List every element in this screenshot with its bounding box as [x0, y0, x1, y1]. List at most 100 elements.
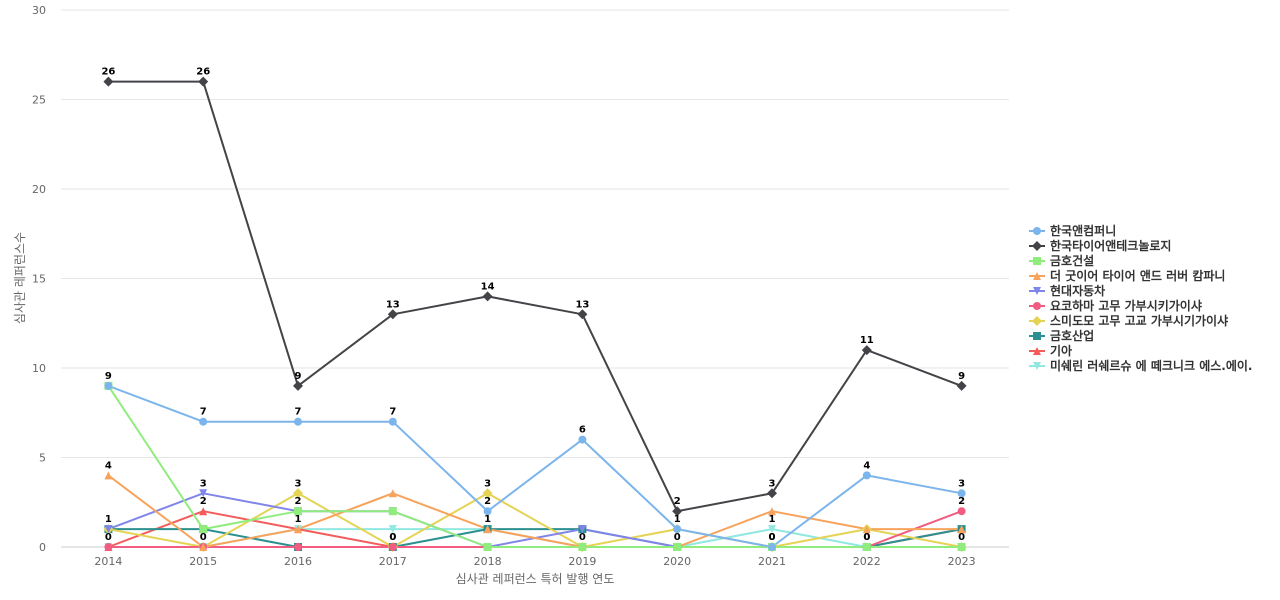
y-tick-label: 20	[32, 183, 46, 196]
data-label: 4	[105, 460, 112, 471]
data-label: 0	[958, 532, 965, 543]
data-label: 9	[105, 371, 112, 382]
data-label: 3	[769, 478, 776, 489]
data-point	[862, 525, 871, 534]
x-tick-label: 2015	[189, 555, 217, 568]
legend-item: 더 굿이어 타이어 앤드 러버 캄파니	[1029, 268, 1225, 283]
data-label: 6	[579, 425, 586, 436]
series-lines	[107, 80, 963, 548]
data-point	[294, 417, 302, 426]
data-point	[957, 543, 966, 551]
data-label: 0	[769, 532, 776, 543]
series-line-2	[107, 384, 963, 548]
data-point	[198, 76, 209, 87]
legend-label: 스미도모 고무 고교 가부시기가이샤	[1050, 313, 1228, 328]
x-tick-label: 2016	[284, 555, 312, 568]
x-tick-label: 2018	[474, 555, 502, 568]
data-point	[482, 291, 493, 302]
data-label: 3	[200, 478, 207, 489]
data-point	[483, 543, 492, 551]
data-label: 0	[389, 532, 396, 543]
data-point	[673, 543, 682, 551]
data-point	[294, 507, 302, 516]
data-point	[578, 435, 587, 444]
data-point	[294, 525, 302, 534]
data-point	[577, 309, 588, 320]
data-label: 7	[200, 407, 207, 418]
data-point	[199, 507, 208, 516]
data-label: 3	[958, 478, 965, 489]
legend-label: 한국앤컴퍼니	[1050, 223, 1116, 238]
data-label: 13	[386, 299, 400, 310]
data-point	[293, 380, 303, 391]
legend-marker	[1033, 227, 1041, 235]
data-label: 0	[200, 532, 207, 543]
x-tick-label: 2019	[568, 555, 596, 568]
data-point	[957, 525, 966, 534]
legend-label: 현대자동차	[1050, 283, 1105, 298]
series-line-0	[107, 384, 963, 548]
legend-marker	[1033, 272, 1041, 280]
legend-item: 금호건설	[1029, 253, 1094, 268]
data-point	[199, 417, 208, 426]
data-label: 7	[389, 407, 396, 418]
data-label: 13	[575, 299, 589, 310]
legend-label: 요코하마 고무 가부시키가이샤	[1050, 298, 1202, 313]
data-point	[957, 489, 966, 498]
legend-item: 기아	[1029, 343, 1072, 358]
data-label: 2	[958, 496, 965, 507]
data-point	[103, 76, 114, 87]
data-label: 26	[196, 67, 210, 78]
x-tick-label: 2022	[853, 555, 881, 568]
data-label: 1	[484, 514, 491, 525]
data-point	[388, 525, 397, 534]
data-label: 9	[295, 371, 302, 382]
data-label: 0	[105, 532, 112, 543]
data-point	[388, 507, 397, 516]
legend-item: 한국앤컴퍼니	[1029, 223, 1116, 238]
data-point	[388, 417, 397, 426]
data-point	[768, 507, 776, 516]
y-tick-label: 5	[39, 452, 46, 465]
series-markers	[103, 76, 967, 552]
data-label: 11	[860, 335, 874, 346]
data-point	[483, 507, 492, 516]
data-point	[294, 543, 302, 551]
x-tick-label: 2014	[94, 555, 122, 568]
data-point	[293, 488, 303, 499]
data-label: 1	[105, 514, 112, 525]
legend-item: 요코하마 고무 가부시키가이샤	[1029, 298, 1202, 313]
data-label: 1	[674, 514, 681, 525]
y-axis-title: 심사관 레퍼런스수	[13, 232, 27, 324]
legend-item: 한국타이어앤테크놀로지	[1029, 238, 1171, 253]
legend-marker	[1033, 347, 1041, 355]
legend-label: 미쉐린 러쉐르슈 에 떼크니크 에스.에이.	[1050, 358, 1252, 373]
data-point	[862, 471, 871, 480]
x-tick-label: 2021	[758, 555, 786, 568]
legend-marker	[1033, 287, 1041, 295]
legend-item: 현대자동차	[1029, 283, 1105, 298]
data-label: 0	[863, 532, 870, 543]
data-label: 4	[863, 460, 870, 471]
data-label: 2	[200, 496, 207, 507]
data-point	[767, 488, 777, 499]
series-line-1	[107, 80, 963, 513]
data-label: 0	[389, 532, 396, 543]
data-point	[673, 525, 682, 534]
data-point	[578, 543, 587, 551]
data-point	[104, 543, 113, 551]
y-tick-label: 10	[32, 362, 46, 375]
data-point	[768, 525, 776, 534]
data-point	[388, 489, 397, 498]
legend-item: 금호산업	[1029, 328, 1094, 343]
legend-label: 더 굿이어 타이어 앤드 러버 캄파니	[1050, 268, 1225, 283]
y-tick-label: 15	[32, 273, 46, 286]
data-label: 0	[674, 532, 681, 543]
data-label: 3	[295, 478, 302, 489]
data-point	[768, 543, 776, 551]
